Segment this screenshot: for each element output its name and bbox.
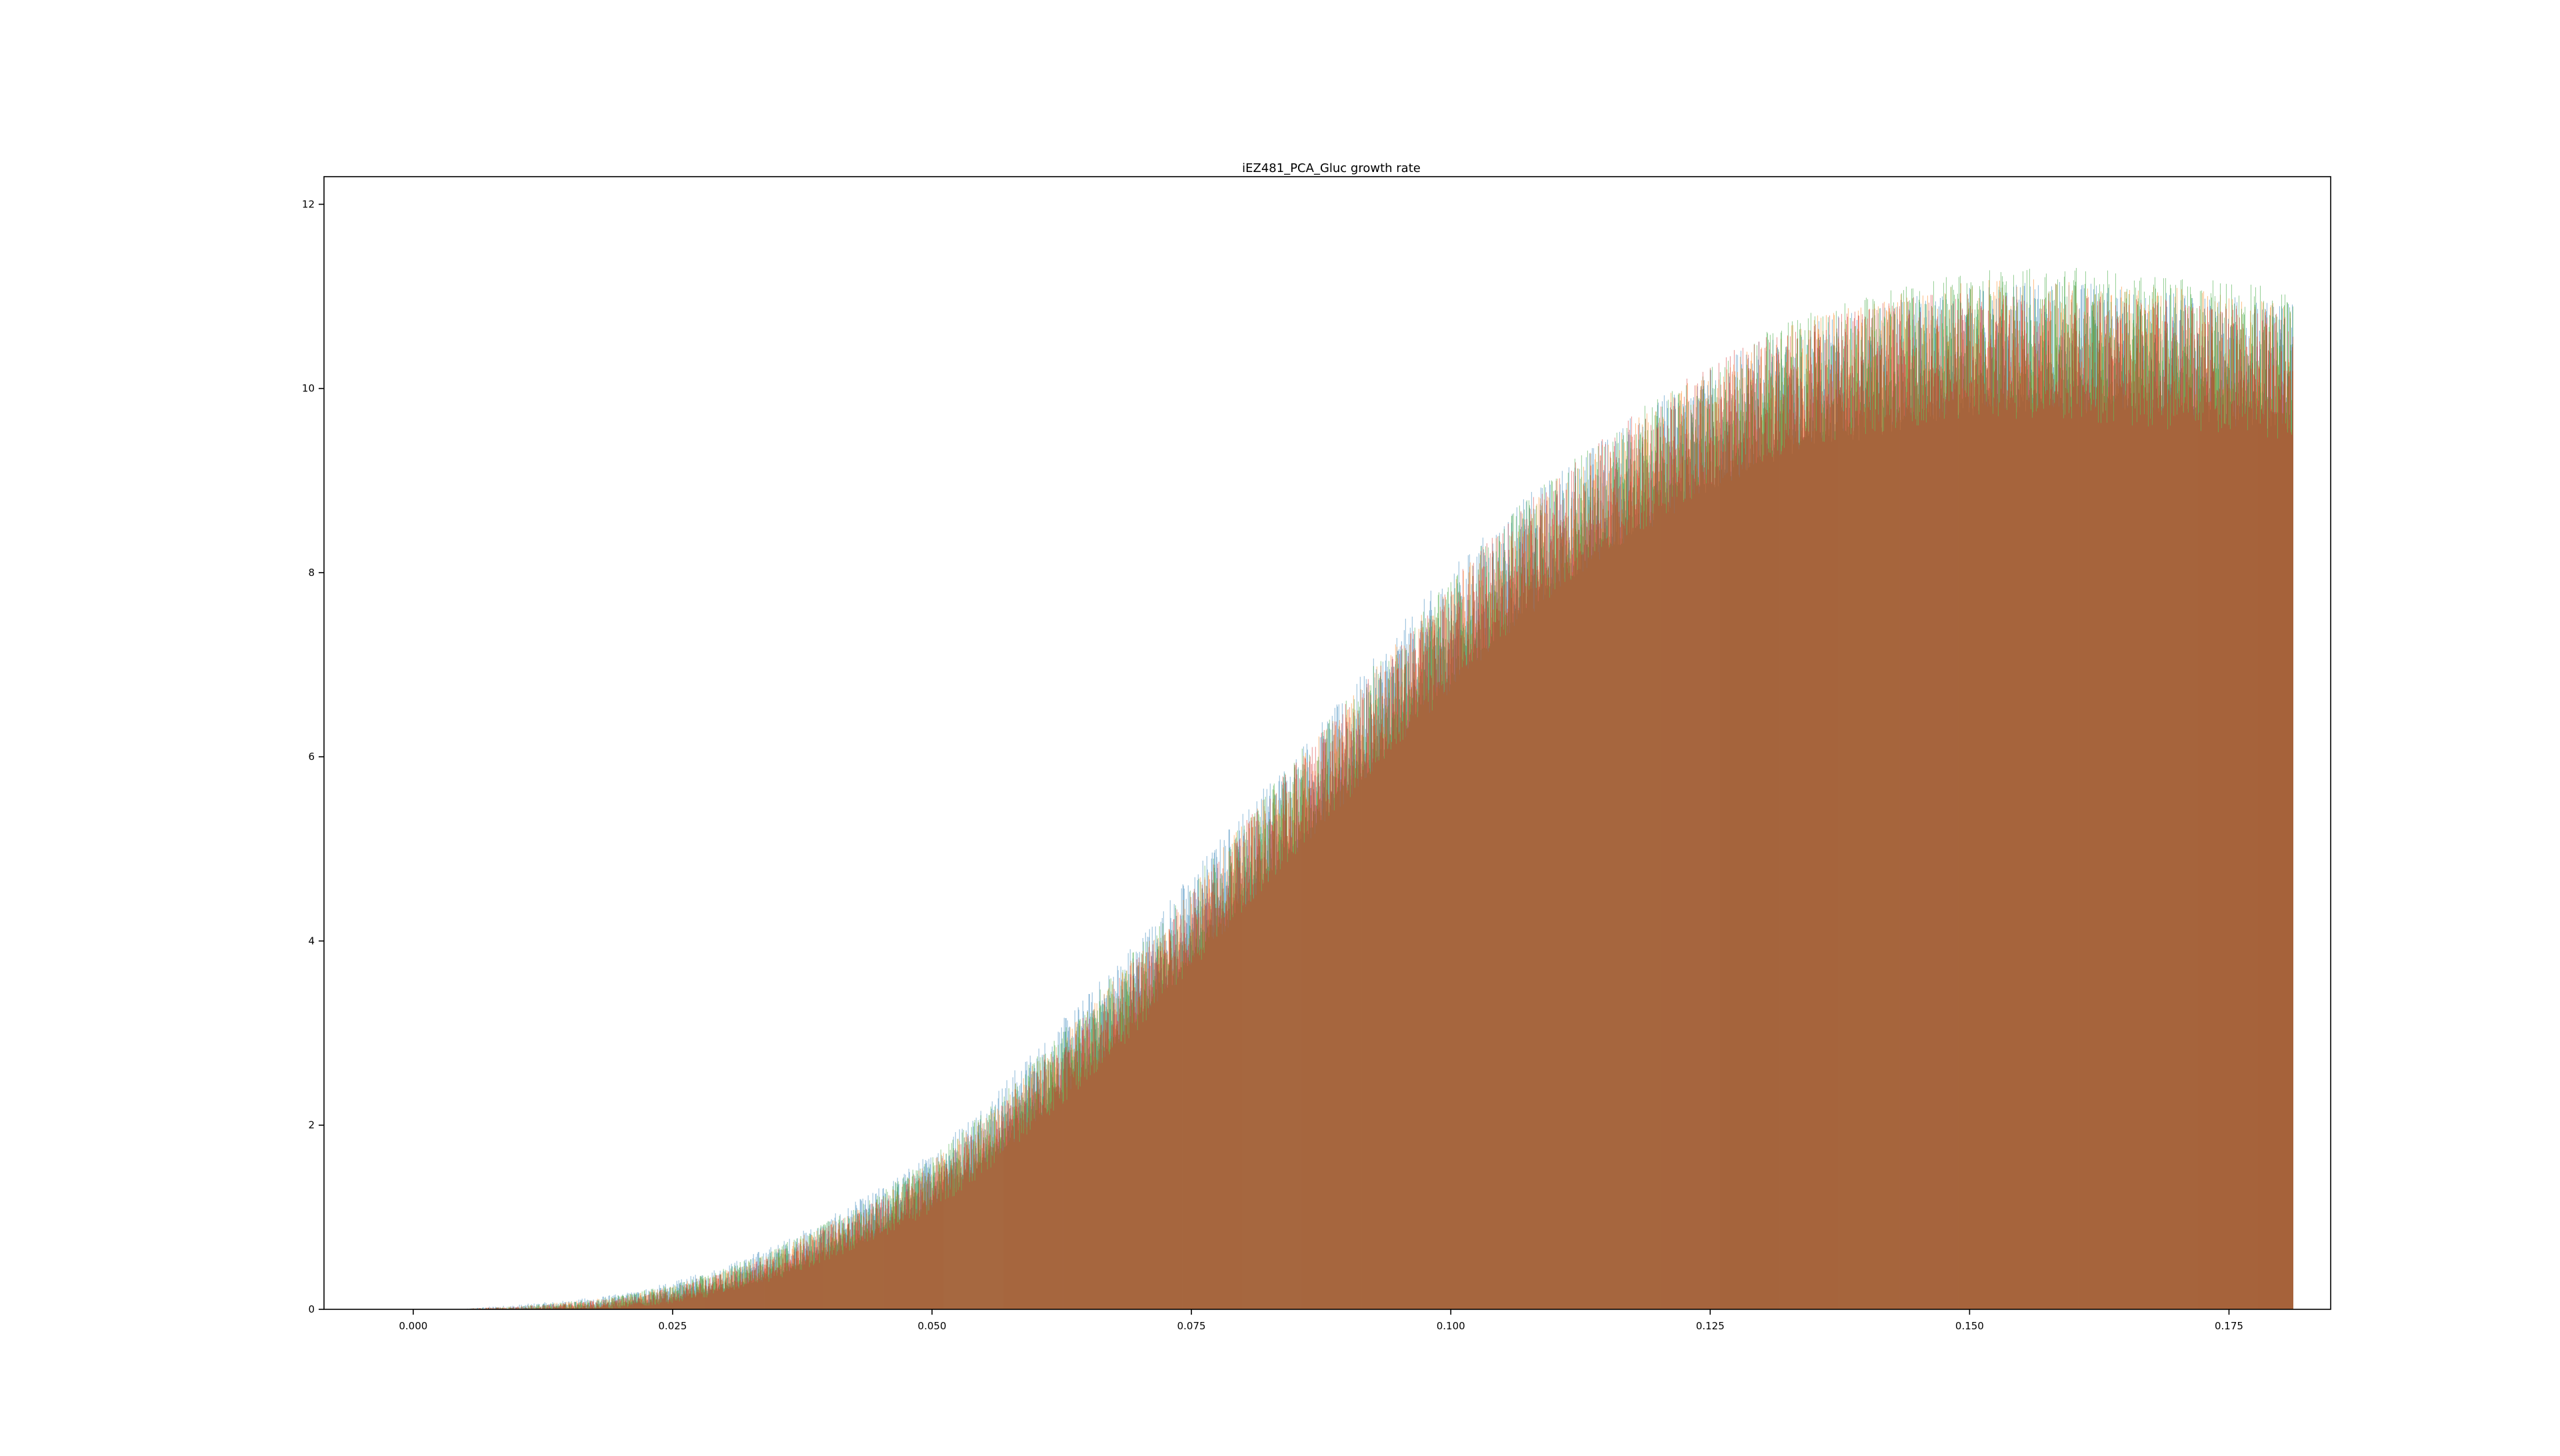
histogram-bar [552,1305,553,1309]
chart-title: iEZ481_PCA_Gluc growth rate [1242,161,1421,175]
histogram-bar [574,1302,575,1309]
